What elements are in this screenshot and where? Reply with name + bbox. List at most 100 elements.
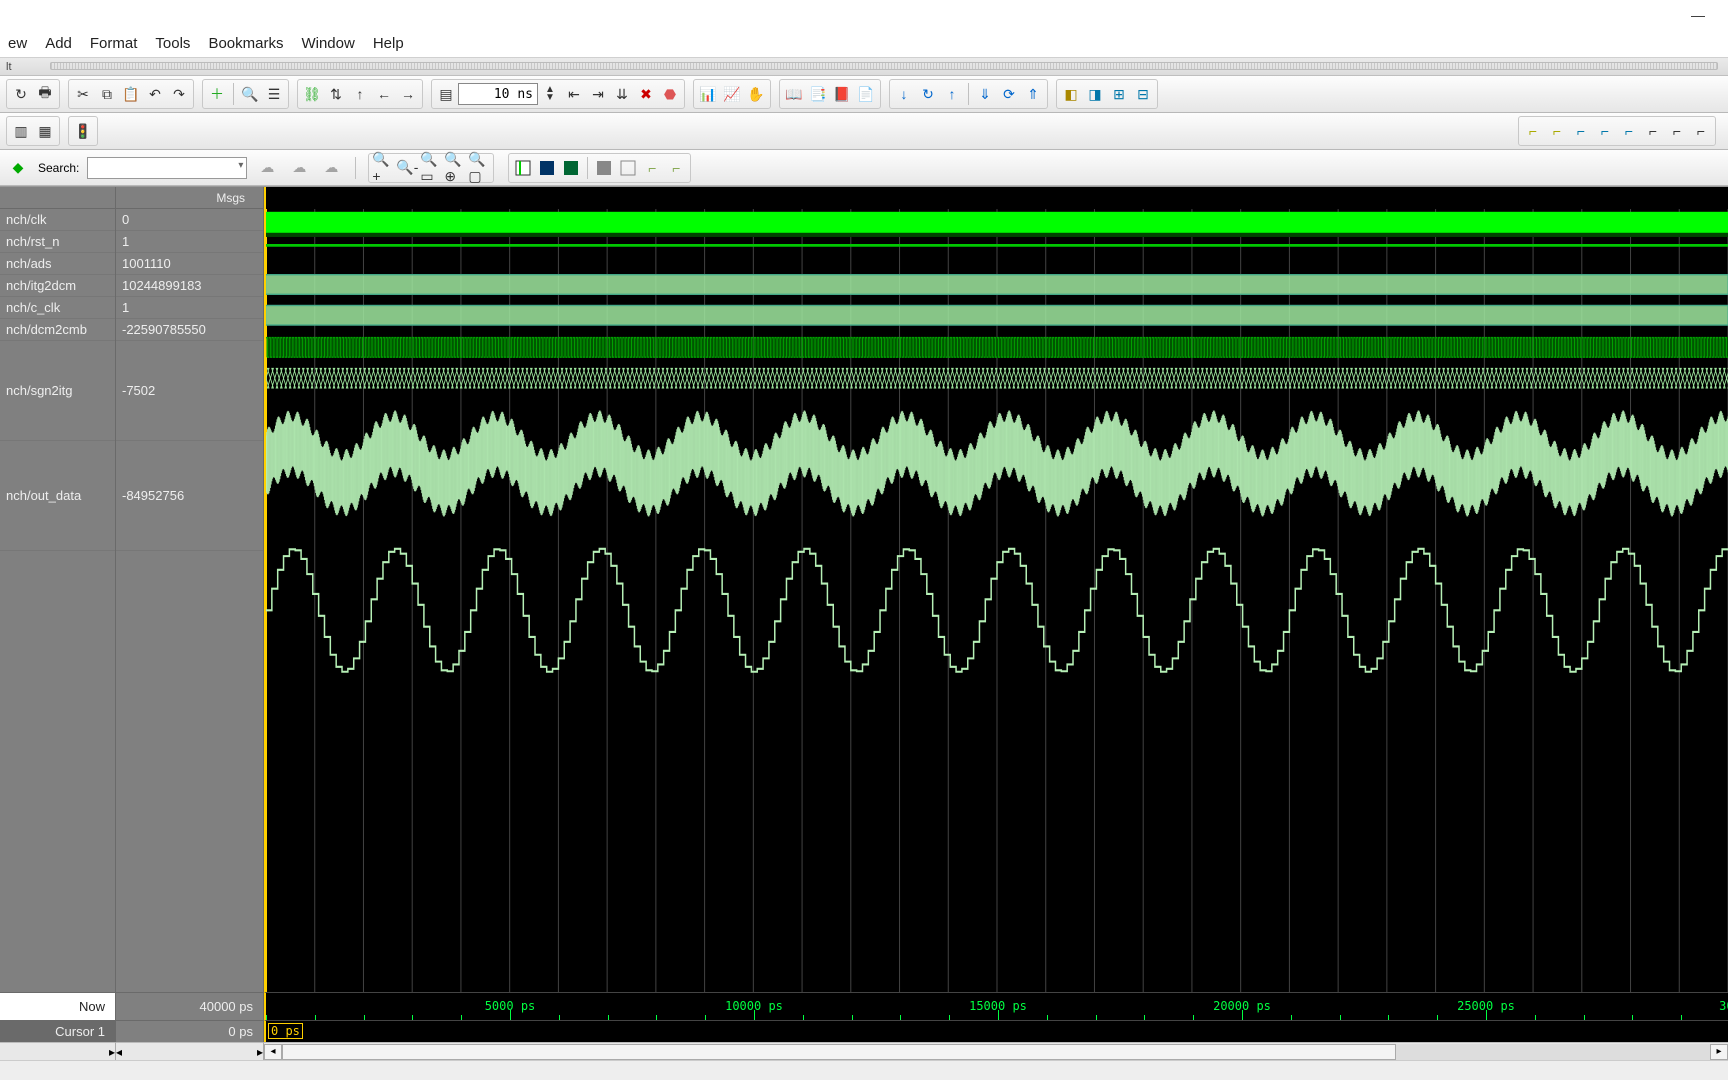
layout2-icon[interactable]: ◨ (1083, 82, 1107, 106)
edge8-icon[interactable]: ⌐ (1689, 119, 1713, 143)
wave-expand-icon[interactable]: ▦ (33, 119, 57, 143)
cut-icon[interactable]: ✂ (71, 82, 95, 106)
edge7-icon[interactable]: ⌐ (1665, 119, 1689, 143)
time-step-input[interactable] (458, 83, 538, 105)
time-ruler[interactable]: 5000 ps10000 ps15000 ps20000 ps25000 ps3… (264, 992, 1728, 1020)
signal-value-row[interactable]: 1001110 (116, 253, 263, 275)
cursor-ruler[interactable]: 0 ps (264, 1020, 1728, 1042)
refresh-icon[interactable]: ↻ (9, 82, 33, 106)
signal-value-row[interactable]: -7502 (116, 341, 263, 441)
delete-icon[interactable]: ✖ (634, 82, 658, 106)
run-to-icon[interactable]: ⇤ (562, 82, 586, 106)
window-minimize-button[interactable]: — (1678, 7, 1718, 23)
menu-tools[interactable]: Tools (155, 35, 190, 52)
signal-name-row[interactable]: nch/rst_n (0, 231, 115, 253)
edge-rise-icon[interactable]: ⌐ (640, 156, 664, 180)
scroll-track[interactable] (282, 1044, 1710, 1060)
left-arrow-icon[interactable]: ← (372, 82, 396, 106)
scroll-thumb[interactable] (282, 1044, 1396, 1060)
signal-value-row[interactable]: 1 (116, 231, 263, 253)
marker-down-icon[interactable]: ⇓ (973, 82, 997, 106)
search-input[interactable] (87, 157, 247, 179)
zoom-in-icon[interactable]: 🔍+ (371, 156, 395, 180)
search-prev-icon[interactable]: ◆ (6, 156, 30, 180)
edge1-icon[interactable]: ⌐ (1521, 119, 1545, 143)
signal-value-row[interactable]: 10244899183 (116, 275, 263, 297)
zoom-full-icon[interactable]: 🔍▭ (419, 156, 443, 180)
book4-icon[interactable]: 📄 (854, 82, 878, 106)
marker-up-icon[interactable]: ⇑ (1021, 82, 1045, 106)
link-icon[interactable]: ⛓ (300, 82, 324, 106)
add-icon[interactable]: ＋ (205, 82, 229, 106)
copy-icon[interactable]: ⧉ (95, 82, 119, 106)
menu-view[interactable]: ew (8, 35, 27, 52)
signal-name-row[interactable]: nch/sgn2itg (0, 341, 115, 441)
view-mode1-icon[interactable] (511, 156, 535, 180)
layout3-icon[interactable]: ⊞ (1107, 82, 1131, 106)
waveform-canvas[interactable] (264, 209, 1728, 992)
signal-name-row[interactable]: nch/dcm2cmb (0, 319, 115, 341)
edge6-icon[interactable]: ⌐ (1641, 119, 1665, 143)
paste-icon[interactable]: 📋 (119, 82, 143, 106)
values-hscroll[interactable]: ◂▸ (116, 1042, 264, 1060)
signal-name-row[interactable]: nch/out_data (0, 441, 115, 551)
dock-grip[interactable] (50, 62, 1718, 70)
signal-name-row[interactable]: nch/itg2dcm (0, 275, 115, 297)
signal-name-row[interactable]: nch/clk (0, 209, 115, 231)
book2-icon[interactable]: 📑 (806, 82, 830, 106)
up-arrow-icon[interactable]: ↑ (348, 82, 372, 106)
undo-icon[interactable]: ↶ (143, 82, 167, 106)
scroll-right-button[interactable]: ▸ (1710, 1044, 1728, 1060)
zoom-region-icon[interactable]: 🔍▢ (467, 156, 491, 180)
wave-hscroll[interactable]: ◂ ▸ (264, 1042, 1728, 1060)
edge5-icon[interactable]: ⌐ (1617, 119, 1641, 143)
signal-name-row[interactable]: nch/c_clk (0, 297, 115, 319)
print-icon[interactable]: 🖶 (33, 82, 57, 106)
right-arrow-icon[interactable]: → (396, 82, 420, 106)
redo-icon[interactable]: ↷ (167, 82, 191, 106)
stop-icon[interactable]: ⬣ (658, 82, 682, 106)
chart2-icon[interactable]: 📈 (720, 82, 744, 106)
menu-help[interactable]: Help (373, 35, 404, 52)
stepper-icon[interactable]: ▲▼ (538, 82, 562, 106)
signal-value-row[interactable]: -84952756 (116, 441, 263, 551)
signal-value-row[interactable]: 1 (116, 297, 263, 319)
cursor-down-icon[interactable]: ↓ (892, 82, 916, 106)
marker-cycle-icon[interactable]: ⟳ (997, 82, 1021, 106)
view-mode2-icon[interactable] (535, 156, 559, 180)
wave-group-icon[interactable]: ▥ (9, 119, 33, 143)
find-icon[interactable]: 🔍 (238, 82, 262, 106)
signal-name-row[interactable]: nch/ads (0, 253, 115, 275)
signal-names-column[interactable]: nch/clknch/rst_nnch/adsnch/itg2dcmnch/c_… (0, 209, 116, 992)
scroll-left-button[interactable]: ◂ (264, 1044, 282, 1060)
cursor-marker[interactable]: 0 ps (268, 1023, 303, 1039)
menu-window[interactable]: Window (301, 35, 354, 52)
view-mode5-icon[interactable] (616, 156, 640, 180)
step-icon[interactable]: ⇊ (610, 82, 634, 106)
run-from-icon[interactable]: ⇥ (586, 82, 610, 106)
view-mode4-icon[interactable] (592, 156, 616, 180)
edge2-icon[interactable]: ⌐ (1545, 119, 1569, 143)
signal-value-row[interactable]: 0 (116, 209, 263, 231)
hand-icon[interactable]: ✋ (744, 82, 768, 106)
zoom-out-icon[interactable]: 🔍- (395, 156, 419, 180)
dock-title-bar[interactable]: lt (0, 58, 1728, 76)
menu-bookmarks[interactable]: Bookmarks (208, 35, 283, 52)
menu-format[interactable]: Format (90, 35, 138, 52)
signal-value-row[interactable]: -22590785550 (116, 319, 263, 341)
options-icon[interactable]: ☰ (262, 82, 286, 106)
search-opt2-icon[interactable]: ☁ (287, 156, 311, 180)
names-hscroll[interactable]: ▸ (0, 1042, 116, 1060)
sort-icon[interactable]: ⇅ (324, 82, 348, 106)
book1-icon[interactable]: 📖 (782, 82, 806, 106)
book3-icon[interactable]: 📕 (830, 82, 854, 106)
search-opt1-icon[interactable]: ☁ (255, 156, 279, 180)
edge3-icon[interactable]: ⌐ (1569, 119, 1593, 143)
layout4-icon[interactable]: ⊟ (1131, 82, 1155, 106)
page-icon[interactable]: ▤ (434, 82, 458, 106)
cursor-up-icon[interactable]: ↑ (940, 82, 964, 106)
traffic-light-icon[interactable]: 🚦 (71, 119, 95, 143)
cursor-cycle-icon[interactable]: ↻ (916, 82, 940, 106)
edge4-icon[interactable]: ⌐ (1593, 119, 1617, 143)
layout1-icon[interactable]: ◧ (1059, 82, 1083, 106)
